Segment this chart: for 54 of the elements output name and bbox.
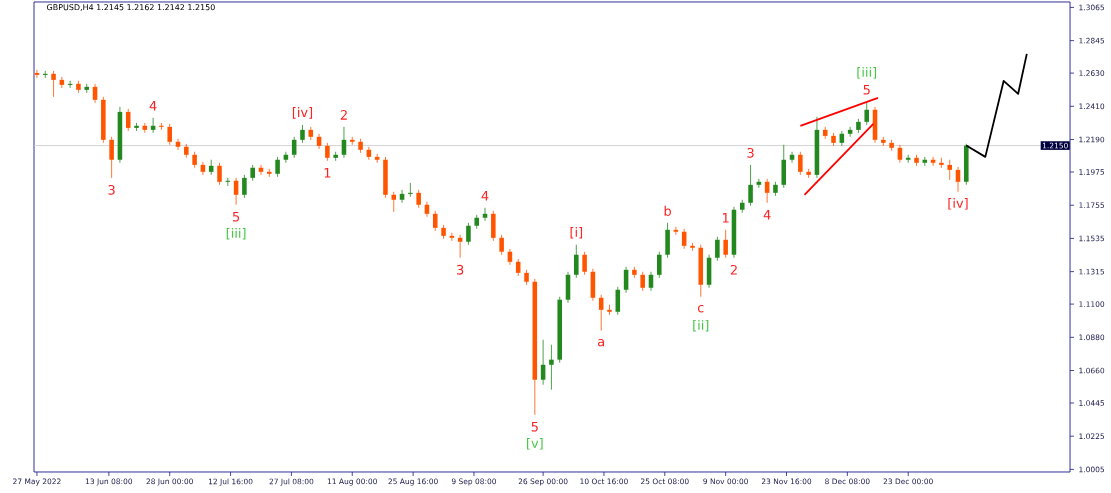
- candlestick: [723, 229, 728, 259]
- annotation: 2: [730, 264, 737, 275]
- annotation: [ii]: [693, 319, 709, 332]
- candlestick: [125, 108, 131, 132]
- candlestick: [715, 236, 720, 262]
- annotation: [iv]: [948, 197, 968, 210]
- annotation: b: [664, 205, 671, 216]
- candlestick: [267, 168, 272, 178]
- candlestick: [607, 304, 612, 316]
- candlestick: [408, 182, 413, 198]
- annotation: 3: [457, 264, 464, 275]
- candlestick: [109, 136, 114, 179]
- annotation: 3: [108, 184, 115, 195]
- candlestick: [242, 174, 247, 199]
- annotation: 4: [149, 101, 157, 111]
- annotation: [iii]: [857, 67, 877, 79]
- annotation: 2: [340, 110, 347, 120]
- annotation: 1: [324, 168, 331, 178]
- candlestick: [349, 136, 355, 146]
- candlestick: [167, 123, 172, 146]
- annotation: [iv]: [292, 107, 313, 119]
- candlestick: [159, 122, 164, 131]
- candlestick: [51, 70, 56, 98]
- annotation: 5: [531, 421, 538, 432]
- candlestick: [134, 122, 139, 132]
- annotation: 5: [232, 211, 240, 222]
- annotation: a: [598, 338, 604, 347]
- candlestick: [432, 210, 438, 232]
- annotation: [iii]: [226, 227, 246, 240]
- candlestick: [574, 244, 579, 279]
- candlestick: [947, 159, 952, 181]
- candlestick: [657, 251, 662, 279]
- annotation: 4: [763, 210, 771, 220]
- candlestick: [582, 251, 587, 276]
- annotation: [i]: [570, 226, 583, 239]
- candlestick: [640, 271, 645, 292]
- candlestick: [690, 242, 695, 252]
- candlestick: [391, 191, 397, 213]
- candlestick: [217, 162, 222, 186]
- candlestick: [42, 70, 48, 79]
- candlestick: [939, 157, 944, 169]
- annotation: 5: [863, 84, 870, 95]
- annotation: [v]: [527, 437, 543, 450]
- annotation: 1: [722, 213, 729, 223]
- candlestick: [275, 156, 280, 178]
- candlestick: [499, 234, 504, 256]
- annotation: c: [697, 304, 704, 313]
- candlestick: [748, 164, 753, 207]
- candlestick: [549, 344, 554, 391]
- candlestick: [864, 101, 870, 126]
- candlestick: [466, 222, 471, 246]
- annotation: 3: [747, 148, 754, 158]
- annotation: 4: [481, 191, 489, 201]
- candlestick: [798, 151, 803, 176]
